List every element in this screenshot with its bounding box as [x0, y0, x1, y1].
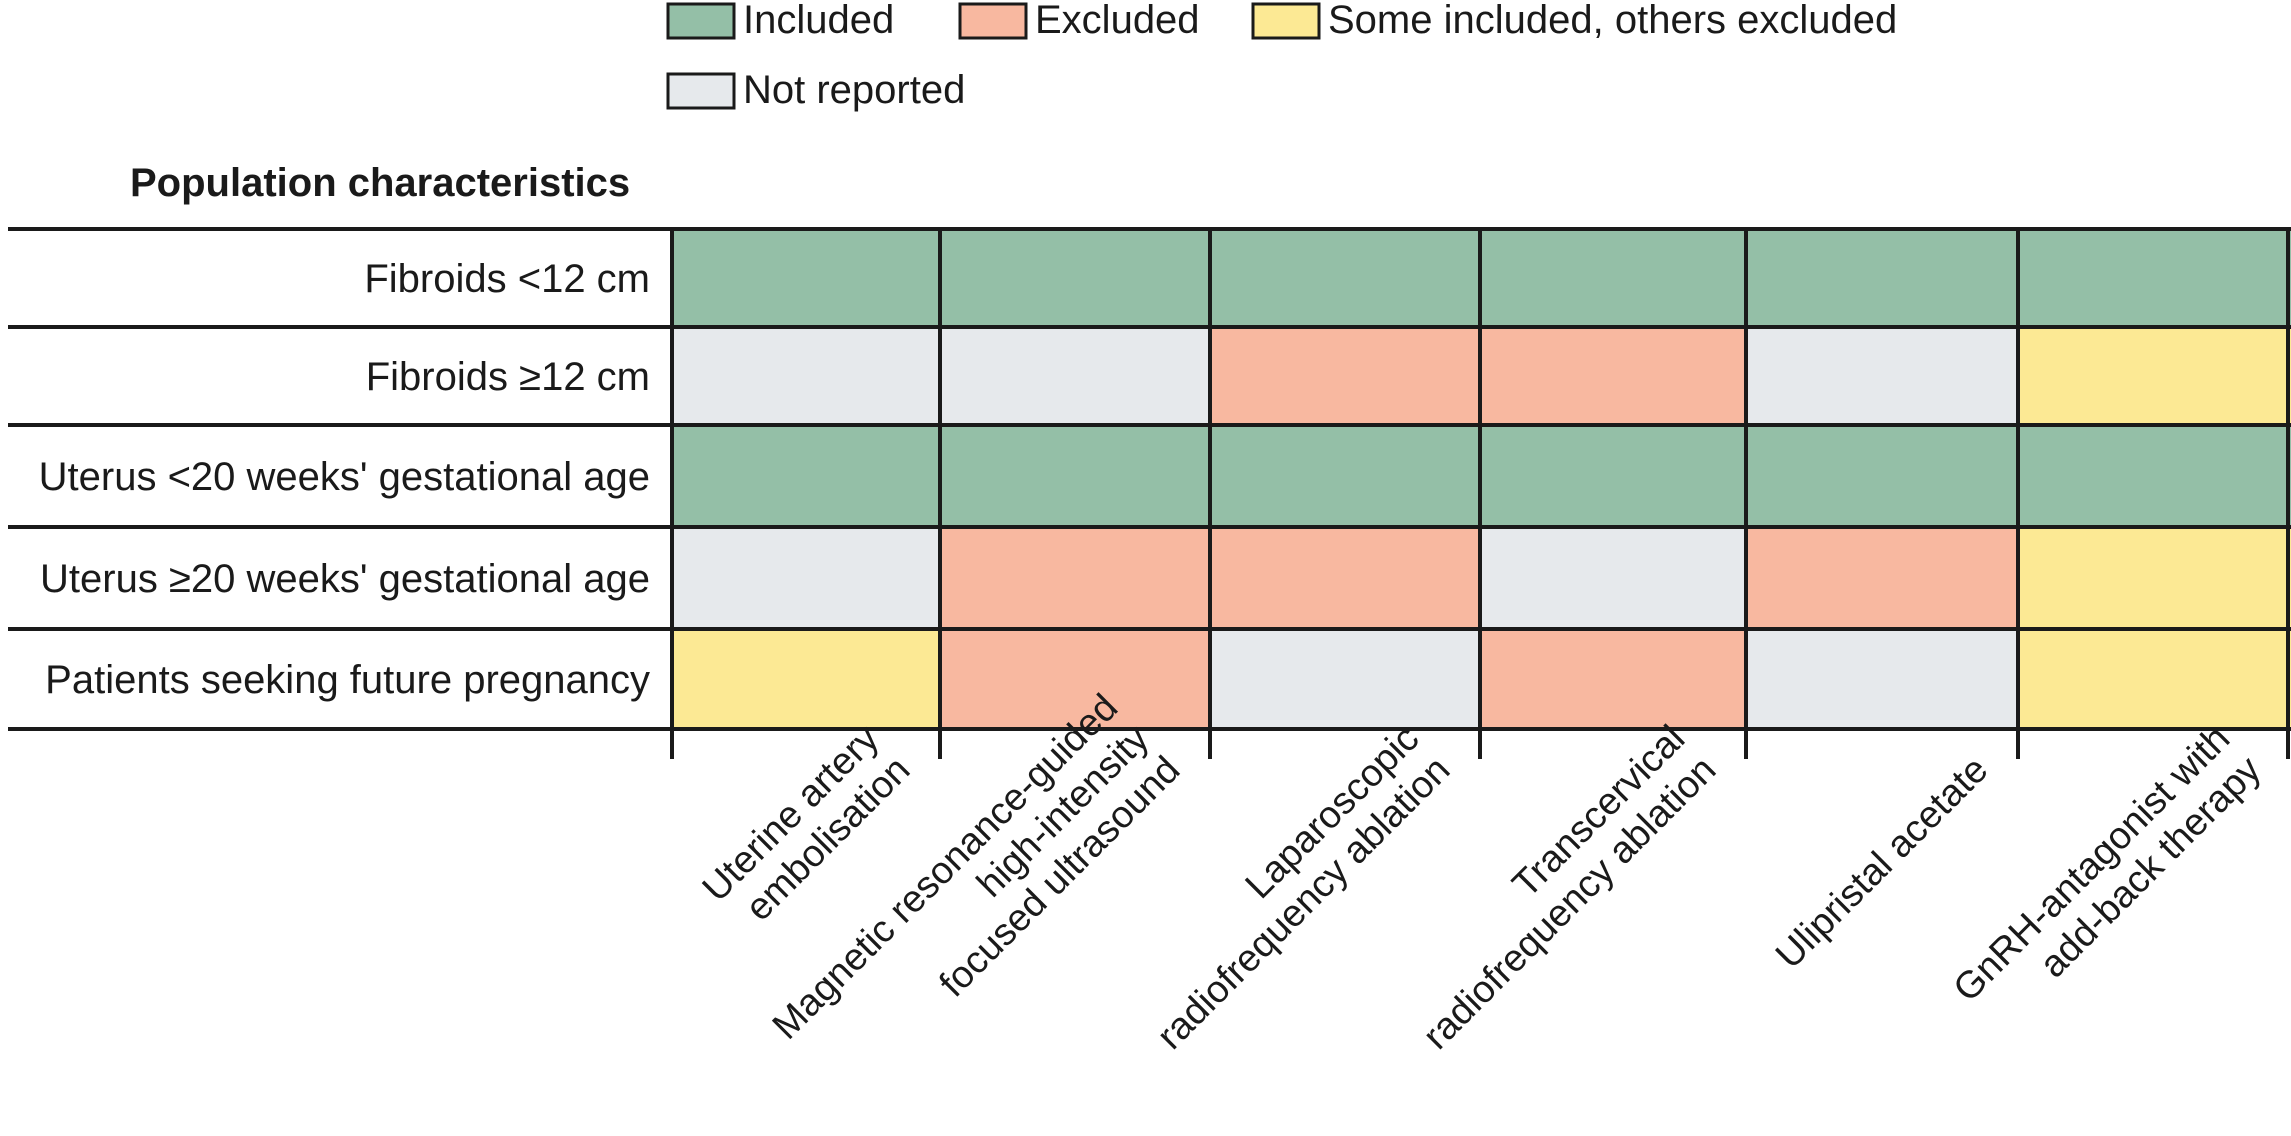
column-label-4-line-2: radiofrequency ablation — [1415, 749, 1724, 1058]
cell-r5-c5-nr — [1746, 629, 2018, 729]
row-label-4: Uterus ≥20 weeks' gestational age — [40, 557, 650, 601]
legend-swatch-included — [666, 2, 736, 40]
cell-r1-c6-included — [2018, 229, 2291, 327]
legend-label-excluded: Excluded — [1035, 0, 1200, 42]
cell-r2-c2-nr — [940, 327, 1210, 425]
cell-r4-c1-nr — [672, 527, 940, 629]
legend-swatch-excluded — [958, 2, 1028, 40]
header-population-characteristics: Population characteristics — [130, 161, 630, 205]
cell-r1-c1-included — [672, 229, 940, 327]
row-label-3: Uterus <20 weeks' gestational age — [39, 455, 650, 499]
grid-lines — [8, 227, 2291, 759]
cell-r2-c3-excluded — [1210, 327, 1480, 425]
cell-r2-c1-nr — [672, 327, 940, 425]
cell-r4-c5-excluded — [1746, 527, 2018, 629]
column-label-6-line-1: GnRH-antagonist with — [1946, 718, 2239, 1011]
legend: Included Excluded Some included, others ex… — [666, 0, 1897, 112]
cell-r5-c1-some — [672, 629, 940, 729]
cell-r2-c5-nr — [1746, 327, 2018, 425]
cell-r2-c4-excluded — [1480, 327, 1746, 425]
cell-r1-c4-included — [1480, 229, 1746, 327]
cell-r5-c4-excluded — [1480, 629, 1746, 729]
row-label-5: Patients seeking future pregnancy — [45, 658, 650, 702]
cell-r3-c3-included — [1210, 425, 1480, 527]
row-labels: Fibroids <12 cm Fibroids ≥12 cm Uterus <20… — [39, 257, 650, 702]
legend-label-some: Some included, others excluded — [1328, 0, 1897, 42]
cell-r3-c1-included — [672, 425, 940, 527]
cell-r5-c2-excluded — [940, 629, 1210, 729]
cell-r4-c6-some — [2018, 527, 2291, 629]
cell-r3-c4-included — [1480, 425, 1746, 527]
cell-r4-c4-nr — [1480, 527, 1746, 629]
cell-r3-c6-included — [2018, 425, 2291, 527]
cell-r3-c2-included — [940, 425, 1210, 527]
cell-r2-c6-some — [2018, 327, 2291, 425]
cell-r4-c3-excluded — [1210, 527, 1480, 629]
heatmap-cells — [672, 229, 2291, 729]
row-label-2: Fibroids ≥12 cm — [366, 355, 650, 399]
cell-r1-c5-included — [1746, 229, 2018, 327]
column-label-3-line-2: radiofrequency ablation — [1149, 749, 1458, 1058]
legend-swatch-nr — [666, 72, 736, 110]
row-label-1: Fibroids <12 cm — [364, 257, 650, 301]
cell-r3-c5-included — [1746, 425, 2018, 527]
cell-r5-c6-some — [2018, 629, 2291, 729]
column-label-5-line-1: Ulipristal acetate — [1768, 749, 1996, 977]
cell-r1-c3-included — [1210, 229, 1480, 327]
cell-r5-c3-nr — [1210, 629, 1480, 729]
legend-label-nr: Not reported — [743, 68, 965, 112]
cell-r1-c2-included — [940, 229, 1210, 327]
legend-swatch-some — [1251, 2, 1321, 40]
cell-r4-c2-excluded — [940, 527, 1210, 629]
legend-label-included: Included — [743, 0, 894, 42]
column-label-5: Ulipristal acetate — [1768, 749, 1996, 977]
